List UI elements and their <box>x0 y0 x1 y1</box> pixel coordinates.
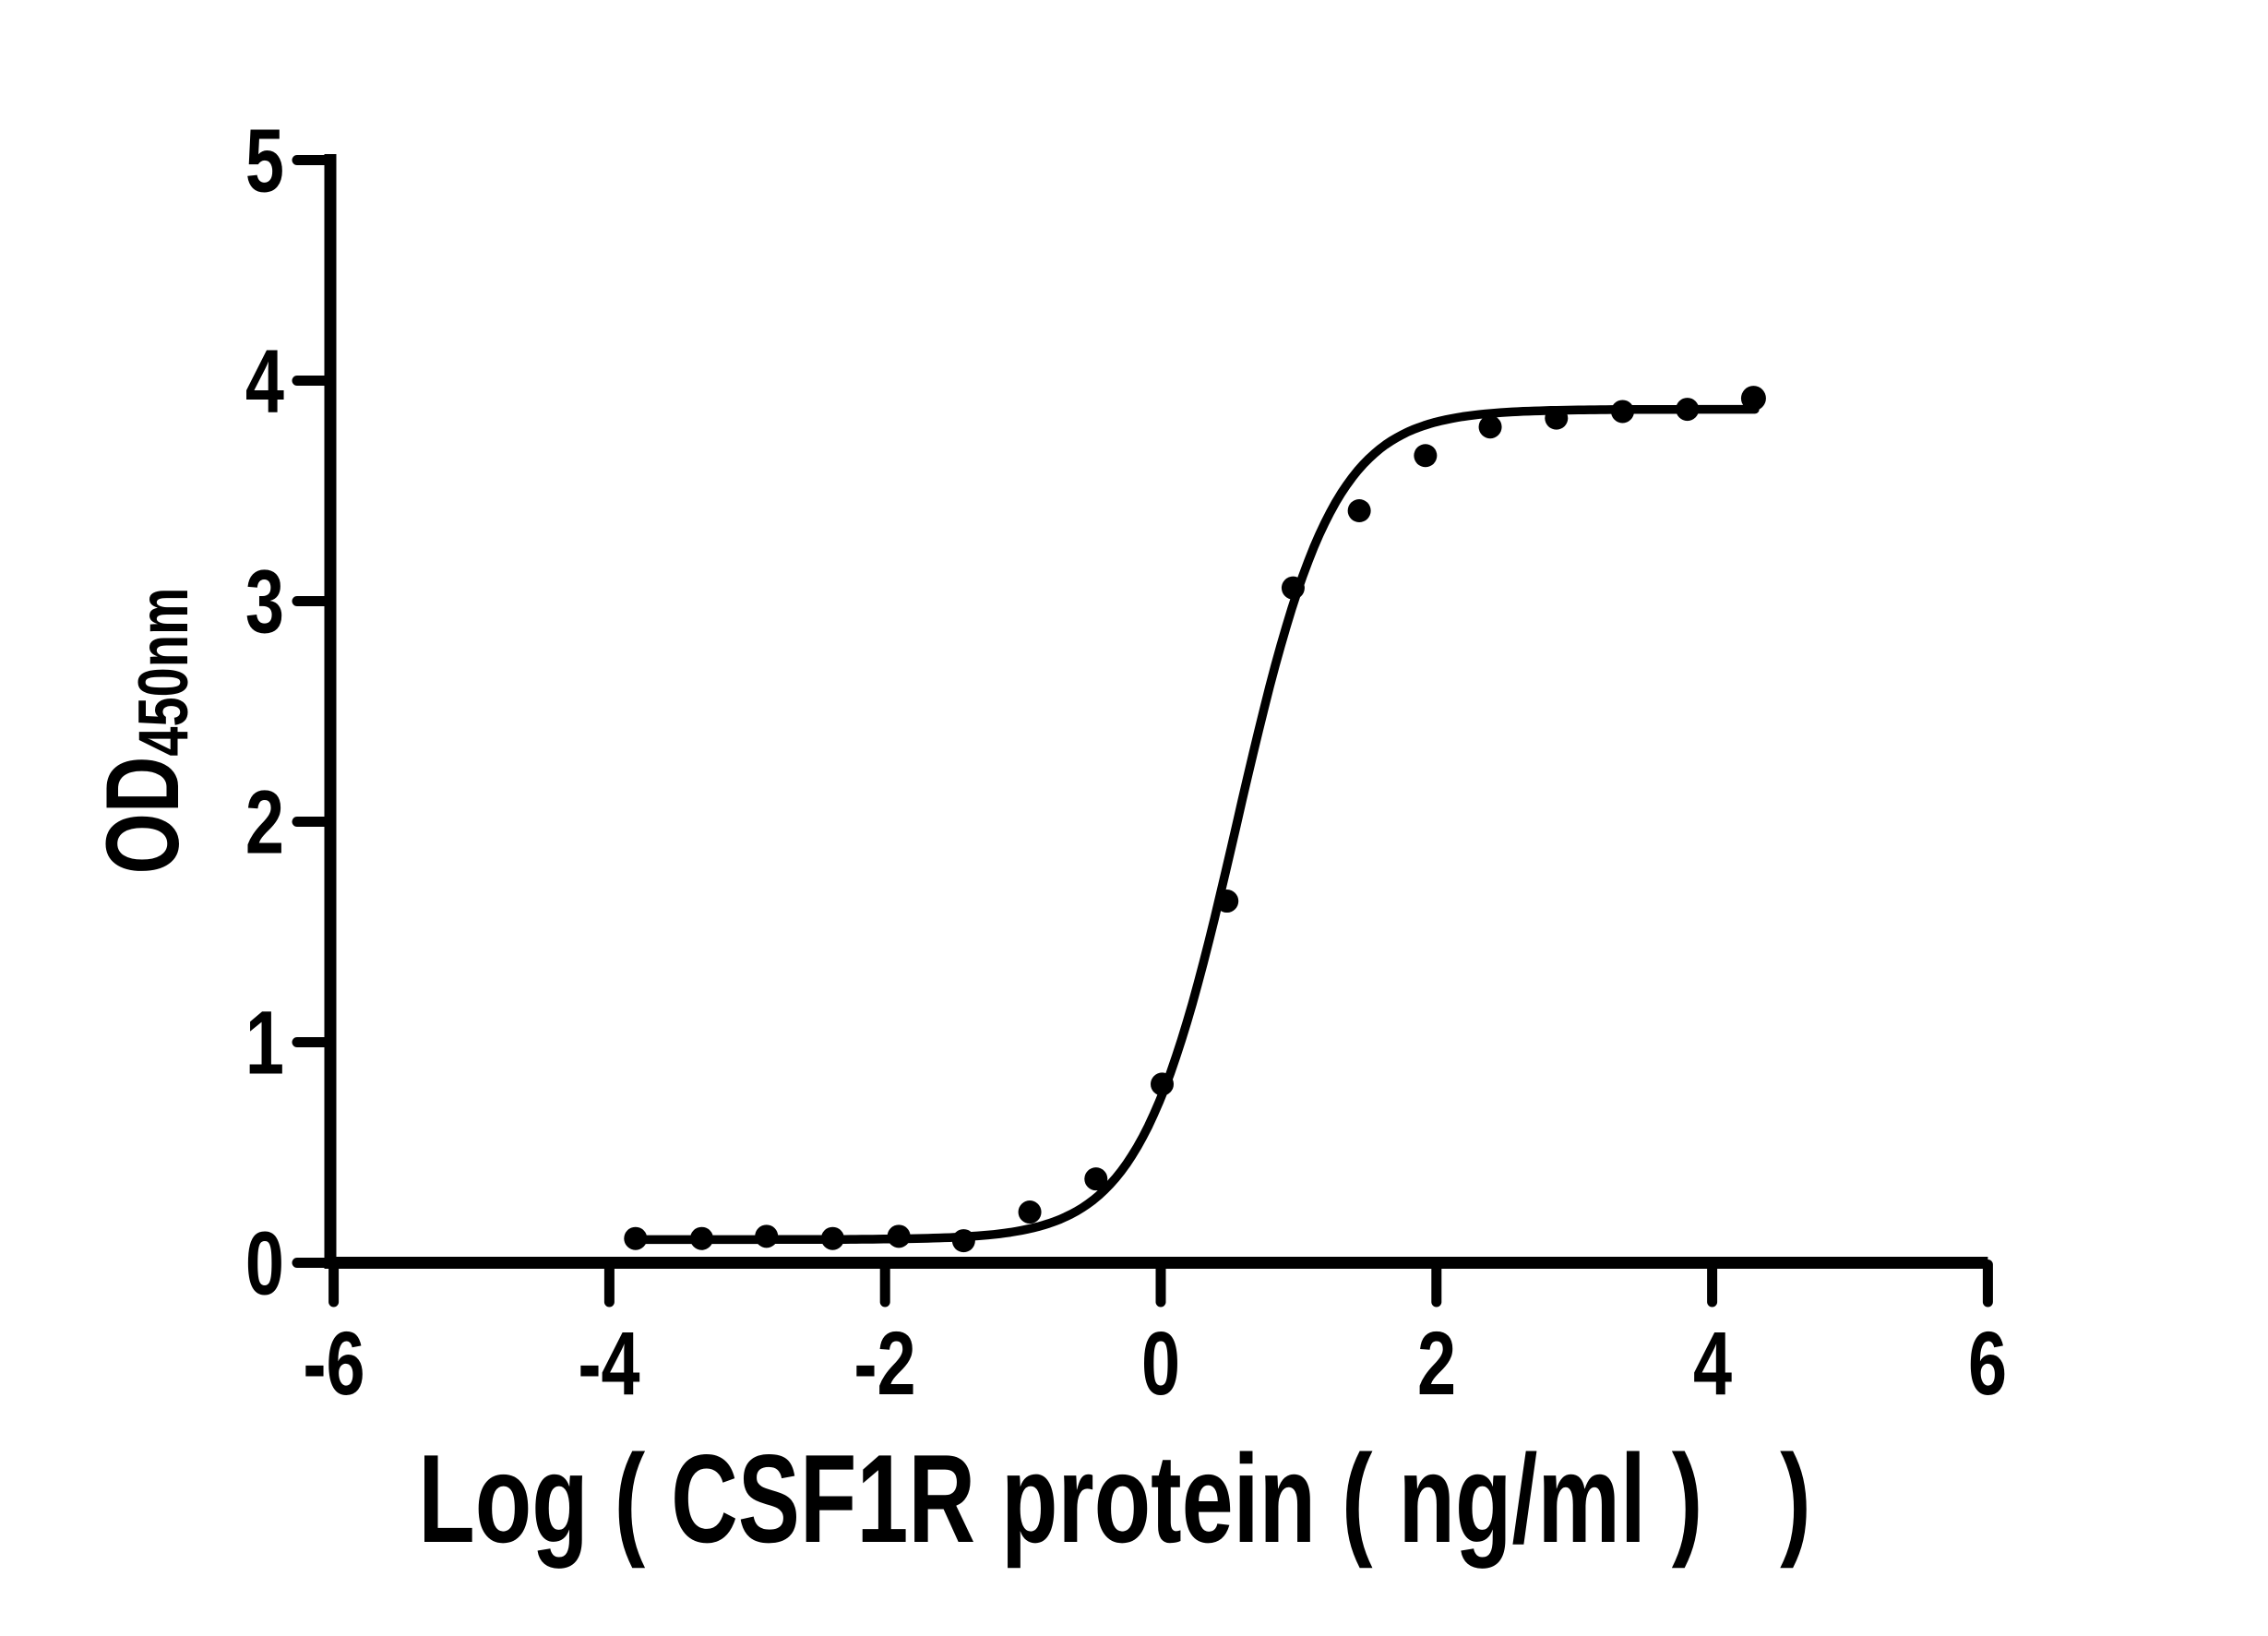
x-tick-label: 0 <box>1140 1313 1181 1414</box>
data-point <box>820 1226 844 1250</box>
y-axis-label: OD450nm <box>85 588 203 875</box>
data-point <box>1150 1072 1174 1096</box>
data-point <box>1740 386 1766 412</box>
y-tick-label: 4 <box>245 330 284 431</box>
data-point <box>1084 1167 1108 1191</box>
y-tick-label: 2 <box>245 771 284 872</box>
data-point <box>1610 400 1634 424</box>
y-axis-label-main: OD <box>85 756 200 875</box>
y-axis-label-subscript: 450nm <box>125 587 203 757</box>
y-tick-label: 1 <box>245 992 284 1093</box>
data-point <box>1281 576 1305 600</box>
data-point <box>887 1224 911 1248</box>
x-tick-label: -4 <box>578 1313 641 1414</box>
data-point <box>689 1226 713 1250</box>
x-tick-label: 2 <box>1416 1313 1456 1414</box>
x-tick-label: -6 <box>302 1313 365 1414</box>
data-point <box>1478 415 1502 439</box>
data-point <box>755 1224 779 1248</box>
fit-curve <box>631 404 1760 1245</box>
y-tick-label: 0 <box>245 1212 284 1313</box>
data-point <box>1545 406 1569 430</box>
data-point <box>1215 890 1239 914</box>
data-point <box>1018 1200 1042 1224</box>
x-tick-label: 6 <box>1968 1313 2008 1414</box>
data-point <box>1676 398 1700 422</box>
y-tick-label: 3 <box>245 551 284 651</box>
data-point <box>1414 444 1438 468</box>
data-point <box>951 1229 975 1253</box>
data-point <box>624 1226 648 1250</box>
x-axis-label: Log ( CSF1R protein ( ng/ml ) ) <box>418 1428 1811 1569</box>
y-tick-label: 5 <box>245 110 284 210</box>
x-tick-label: -2 <box>853 1313 916 1414</box>
x-tick-label: 4 <box>1692 1313 1732 1414</box>
data-point <box>1347 499 1371 523</box>
